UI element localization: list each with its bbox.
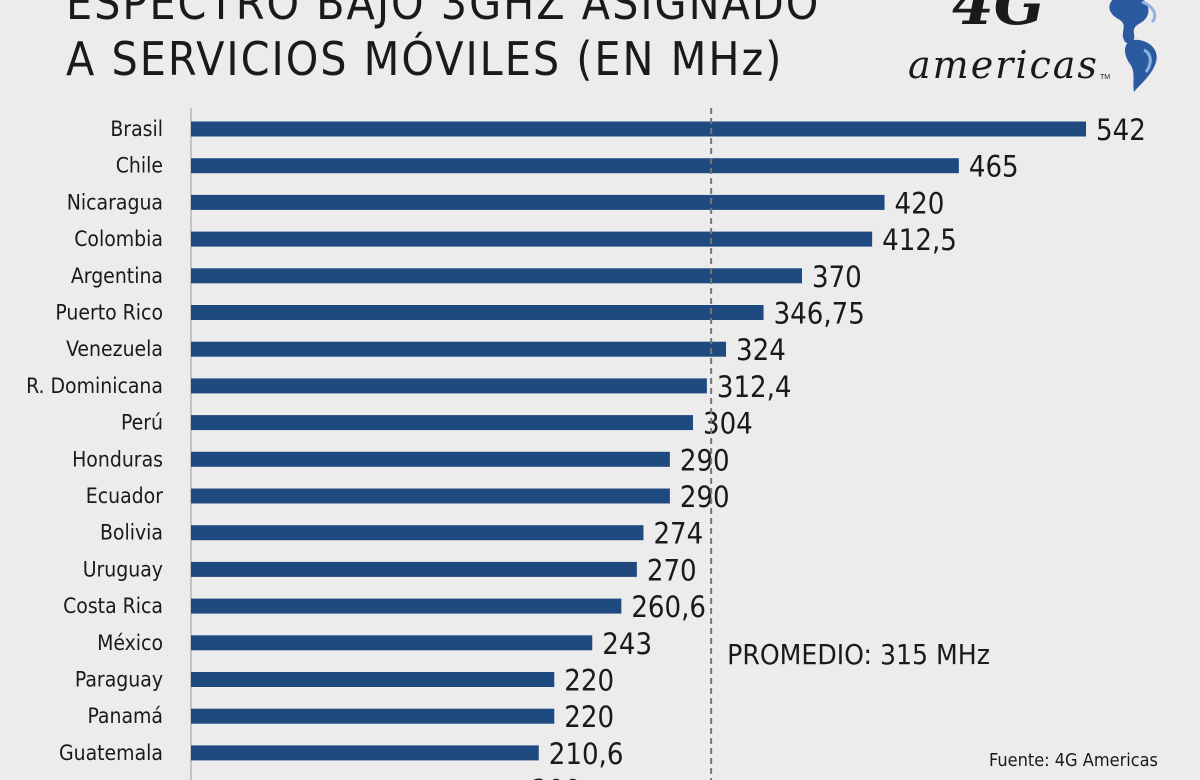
bar [191,561,637,577]
bar [191,194,885,210]
bar-value-label: 274 [653,517,703,551]
logo-4g-mark: 4G [952,0,1045,39]
bar-value-label: 290 [680,443,730,477]
category-label: Guatemala [59,741,163,765]
bar-value-label: 220 [564,700,614,734]
bar-value-label: 465 [969,150,1019,184]
bar-value-label: 412,5 [882,223,957,257]
category-label: Argentina [71,264,163,288]
4g-americas-logo: 4G americas TM [890,0,1180,100]
category-label: Uruguay [83,557,163,581]
bar-value-label: 260,6 [631,590,706,624]
bar-value-label: 370 [812,260,862,294]
bar-value-label: 210,6 [549,737,624,771]
bar-value-label: 220 [564,664,614,698]
bar-value-label: 270 [647,553,697,587]
bar [191,672,555,687]
chart-title-line-1: ESPECTRO BAJO 3GHZ ASIGNADO [66,0,821,30]
logo-trademark: TM [1100,74,1111,81]
category-label: Paraguay [75,668,163,692]
category-label: El Salvador [57,778,163,780]
bar-value-label: 324 [736,333,786,367]
category-label: Honduras [72,447,163,471]
bar-value-label: 312,4 [717,370,792,404]
category-label: Chile [116,154,163,178]
category-label: Bolivia [100,521,163,545]
category-label: Puerto Rico [55,301,163,325]
category-label: Ecuador [86,484,163,508]
category-label: R. Dominicana [26,374,163,398]
bar-value-label: 200 [531,774,581,780]
bar [191,231,873,247]
bar [191,268,802,284]
source-note: Fuente: 4G Americas [989,750,1158,771]
average-label: PROMEDIO: 315 MHz [727,638,990,671]
bar-value-label: 290 [680,480,730,514]
category-label: Venezuela [66,337,163,361]
bar [191,745,539,761]
bar [191,598,622,614]
bar [191,305,764,320]
category-label: Costa Rica [63,594,163,618]
bar-value-label: 346,75 [774,297,865,331]
bar [191,158,959,174]
category-label: Nicaragua [67,190,163,214]
category-label: Panamá [87,704,163,728]
bar [191,378,707,394]
bar [191,415,693,431]
bar [191,525,644,541]
bar [191,451,670,467]
bar [191,341,727,357]
bar [191,635,593,651]
americas-globe-icon [1109,0,1157,92]
category-label: Colombia [74,227,163,251]
bar [191,121,1086,137]
bar-value-label: 243 [602,627,652,661]
bar-value-label: 420 [895,186,945,220]
logo-wordmark: americas [908,43,1099,87]
chart-title-line-2: A SERVICIOS MÓVILES (EN MHz) [66,32,784,86]
bar-value-label: 542 [1096,113,1146,147]
category-label: Perú [121,411,163,435]
category-label: México [97,631,163,655]
bar [191,708,555,724]
bar [191,488,670,504]
category-label: Brasil [110,117,163,141]
